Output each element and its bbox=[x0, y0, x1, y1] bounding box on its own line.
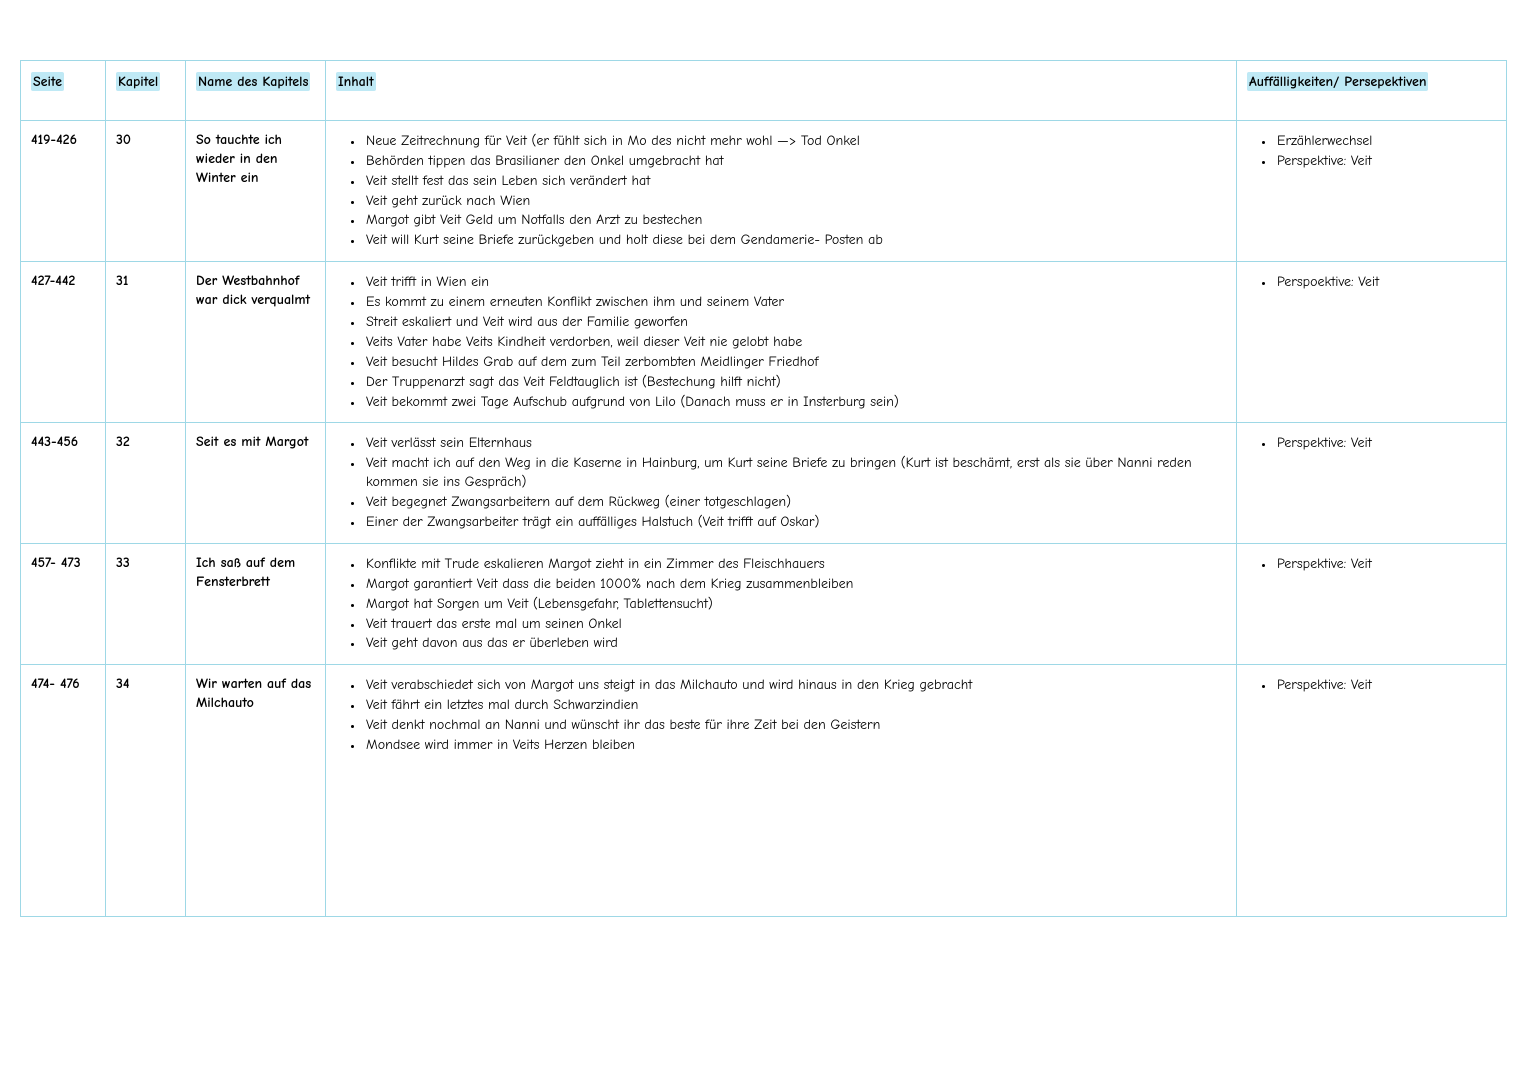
inhalt-item: Veit trauert das erste mal um seinen Onk… bbox=[364, 615, 1228, 634]
inhalt-item: Veit stellt fest das sein Leben sich ver… bbox=[364, 172, 1228, 191]
col-header-inhalt-text: Inhalt bbox=[336, 72, 376, 91]
inhalt-list: Veit verlässt sein ElternhausVeit macht … bbox=[336, 434, 1228, 531]
inhalt-item: Margot garantiert Veit dass die beiden 1… bbox=[364, 575, 1228, 594]
cell-auffaelligkeiten: Perspektive: Veit bbox=[1237, 423, 1507, 543]
col-header-auffaelligkeiten-text: Auffälligkeiten/ Persepektiven bbox=[1247, 72, 1428, 91]
table-header: Seite Kapitel Name des Kapitels Inhalt A… bbox=[21, 61, 1507, 121]
cell-seite: 427-442 bbox=[21, 262, 106, 423]
inhalt-item: Veit trifft in Wien ein bbox=[364, 273, 1228, 292]
inhalt-list: Veit trifft in Wien einEs kommt zu einem… bbox=[336, 273, 1228, 411]
auffaelligkeiten-list: Perspoektive: Veit bbox=[1247, 273, 1498, 292]
inhalt-item: Konflikte mit Trude eskalieren Margot zi… bbox=[364, 555, 1228, 574]
cell-kapitel: 34 bbox=[106, 665, 186, 917]
auffaelligkeiten-item: Perspektive: Veit bbox=[1275, 555, 1498, 574]
inhalt-item: Veit geht davon aus das er überleben wir… bbox=[364, 634, 1228, 653]
cell-auffaelligkeiten: Perspektive: Veit bbox=[1237, 665, 1507, 917]
cell-name: Ich saß auf dem Fensterbrett bbox=[186, 543, 326, 664]
cell-auffaelligkeiten: ErzählerwechselPerspektive: Veit bbox=[1237, 120, 1507, 261]
cell-kapitel: 30 bbox=[106, 120, 186, 261]
inhalt-list: Konflikte mit Trude eskalieren Margot zi… bbox=[336, 555, 1228, 653]
table-body: 419-42630So tauchte ich wieder in den Wi… bbox=[21, 120, 1507, 916]
inhalt-item: Veit verlässt sein Elternhaus bbox=[364, 434, 1228, 453]
auffaelligkeiten-item: Perspektive: Veit bbox=[1275, 152, 1498, 171]
cell-name: Seit es mit Margot bbox=[186, 423, 326, 543]
cell-auffaelligkeiten: Perspoektive: Veit bbox=[1237, 262, 1507, 423]
table-row: 443-45632Seit es mit MargotVeit verlässt… bbox=[21, 423, 1507, 543]
auffaelligkeiten-list: ErzählerwechselPerspektive: Veit bbox=[1247, 132, 1498, 171]
page: Seite Kapitel Name des Kapitels Inhalt A… bbox=[0, 0, 1527, 937]
inhalt-item: Der Truppenarzt sagt das Veit Feldtaugli… bbox=[364, 373, 1228, 392]
inhalt-item: Veit macht ich auf den Weg in die Kasern… bbox=[364, 454, 1228, 492]
inhalt-item: Es kommt zu einem erneuten Konflikt zwis… bbox=[364, 293, 1228, 312]
inhalt-item: Einer der Zwangsarbeiter trägt ein auffä… bbox=[364, 513, 1228, 532]
cell-seite: 474- 476 bbox=[21, 665, 106, 917]
auffaelligkeiten-item: Perspektive: Veit bbox=[1275, 676, 1498, 695]
cell-name: Der Westbahnhof war dick verqualmt bbox=[186, 262, 326, 423]
inhalt-item: Margot gibt Veit Geld um Notfalls den Ar… bbox=[364, 211, 1228, 230]
cell-inhalt: Neue Zeitrechnung für Veit (er fühlt sic… bbox=[326, 120, 1237, 261]
inhalt-item: Behörden tippen das Brasilianer den Onke… bbox=[364, 152, 1228, 171]
inhalt-item: Neue Zeitrechnung für Veit (er fühlt sic… bbox=[364, 132, 1228, 151]
inhalt-list: Veit verabschiedet sich von Margot uns s… bbox=[336, 676, 1228, 755]
auffaelligkeiten-item: Perspoektive: Veit bbox=[1275, 273, 1498, 292]
cell-kapitel: 31 bbox=[106, 262, 186, 423]
cell-auffaelligkeiten: Perspektive: Veit bbox=[1237, 543, 1507, 664]
inhalt-item: Veit besucht Hildes Grab auf dem zum Tei… bbox=[364, 353, 1228, 372]
table-row: 457- 47333Ich saß auf dem Fensterbrett Ko… bbox=[21, 543, 1507, 664]
inhalt-item: Margot hat Sorgen um Veit (Lebensgefahr,… bbox=[364, 595, 1228, 614]
col-header-seite-text: Seite bbox=[31, 72, 64, 91]
col-header-inhalt: Inhalt bbox=[326, 61, 1237, 121]
col-header-name: Name des Kapitels bbox=[186, 61, 326, 121]
table-row: 427-44231Der Westbahnhof war dick verqua… bbox=[21, 262, 1507, 423]
cell-kapitel: 33 bbox=[106, 543, 186, 664]
inhalt-item: Veit fährt ein letztes mal durch Schwarz… bbox=[364, 696, 1228, 715]
auffaelligkeiten-item: Erzählerwechsel bbox=[1275, 132, 1498, 151]
auffaelligkeiten-list: Perspektive: Veit bbox=[1247, 434, 1498, 453]
auffaelligkeiten-list: Perspektive: Veit bbox=[1247, 676, 1498, 695]
col-header-name-text: Name des Kapitels bbox=[196, 72, 310, 91]
cell-inhalt: Veit verlässt sein ElternhausVeit macht … bbox=[326, 423, 1237, 543]
cell-seite: 419-426 bbox=[21, 120, 106, 261]
auffaelligkeiten-list: Perspektive: Veit bbox=[1247, 555, 1498, 574]
inhalt-item: Veit will Kurt seine Briefe zurückgeben … bbox=[364, 231, 1228, 250]
inhalt-item: Veit denkt nochmal an Nanni und wünscht … bbox=[364, 716, 1228, 735]
auffaelligkeiten-item: Perspektive: Veit bbox=[1275, 434, 1498, 453]
inhalt-item: Veit verabschiedet sich von Margot uns s… bbox=[364, 676, 1228, 695]
table-row: 419-42630So tauchte ich wieder in den Wi… bbox=[21, 120, 1507, 261]
inhalt-item: Mondsee wird immer in Veits Herzen bleib… bbox=[364, 736, 1228, 755]
inhalt-item: Veit geht zurück nach Wien bbox=[364, 192, 1228, 211]
inhalt-item: Veits Vater habe Veits Kindheit verdorbe… bbox=[364, 333, 1228, 352]
inhalt-list: Neue Zeitrechnung für Veit (er fühlt sic… bbox=[336, 132, 1228, 250]
cell-name: Wir warten auf das Milchauto bbox=[186, 665, 326, 917]
col-header-kapitel: Kapitel bbox=[106, 61, 186, 121]
table-row: 474- 47634Wir warten auf das Milchauto Ve… bbox=[21, 665, 1507, 917]
cell-inhalt: Veit trifft in Wien einEs kommt zu einem… bbox=[326, 262, 1237, 423]
inhalt-item: Streit eskaliert und Veit wird aus der F… bbox=[364, 313, 1228, 332]
cell-inhalt: Konflikte mit Trude eskalieren Margot zi… bbox=[326, 543, 1237, 664]
col-header-seite: Seite bbox=[21, 61, 106, 121]
cell-name: So tauchte ich wieder in den Winter ein bbox=[186, 120, 326, 261]
col-header-kapitel-text: Kapitel bbox=[116, 72, 160, 91]
cell-seite: 457- 473 bbox=[21, 543, 106, 664]
cell-seite: 443-456 bbox=[21, 423, 106, 543]
inhalt-item: Veit begegnet Zwangsarbeitern auf dem Rü… bbox=[364, 493, 1228, 512]
col-header-auffaelligkeiten: Auffälligkeiten/ Persepektiven bbox=[1237, 61, 1507, 121]
cell-kapitel: 32 bbox=[106, 423, 186, 543]
inhalt-item: Veit bekommt zwei Tage Aufschub aufgrund… bbox=[364, 393, 1228, 412]
chapter-table: Seite Kapitel Name des Kapitels Inhalt A… bbox=[20, 60, 1507, 917]
cell-inhalt: Veit verabschiedet sich von Margot uns s… bbox=[326, 665, 1237, 917]
